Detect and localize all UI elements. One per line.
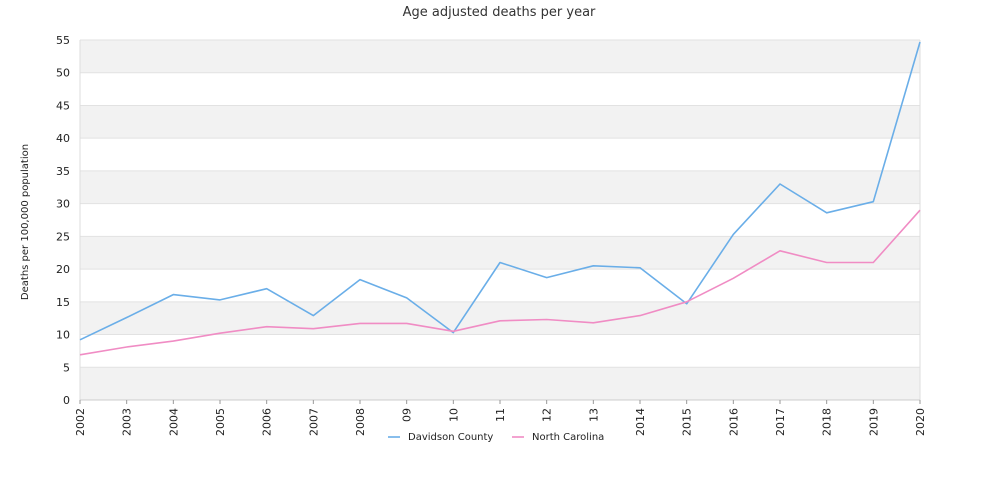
y-tick-label: 0	[63, 394, 70, 407]
x-tick-label: 2008	[354, 408, 367, 436]
y-tick-label: 30	[56, 198, 70, 211]
grid-band	[80, 367, 920, 400]
grid-band	[80, 40, 920, 73]
x-tick-label: 09	[401, 408, 414, 422]
x-tick-label: 2017	[774, 408, 787, 436]
grid-band	[80, 236, 920, 270]
y-tick-label: 5	[63, 361, 70, 374]
y-tick-label: 45	[56, 99, 70, 112]
y-tick-label: 10	[56, 329, 70, 342]
grid-band	[80, 170, 920, 204]
x-tick-label: 2018	[821, 408, 834, 436]
gridlines	[79, 39, 921, 401]
x-tick-label: 2020	[914, 408, 927, 436]
x-tick-label: 11	[494, 408, 507, 422]
x-tick-label: 2006	[261, 408, 274, 436]
y-tick-label: 15	[56, 296, 70, 309]
y-axis-ticks: 0 5 10 15 20 25 30 35 40 45 50 55	[56, 34, 70, 407]
x-tick-label: 10	[447, 408, 460, 422]
y-axis-label: Deaths per 100,000 population	[20, 144, 31, 300]
legend-item: Davidson County	[388, 432, 493, 443]
x-tick-label: 2016	[727, 408, 740, 436]
legend: Davidson County North Carolina	[388, 432, 604, 443]
x-tick-label: 2003	[121, 408, 134, 436]
y-tick-label: 25	[56, 230, 70, 243]
x-tick-label: 13	[587, 408, 600, 422]
chart-title: Age adjusted deaths per year	[403, 5, 596, 20]
y-tick-label: 40	[56, 132, 70, 145]
x-tick-label: 2005	[214, 408, 227, 436]
x-axis-ticks: 2002 2003 2004 2005 2006 2007 2008 09 10 11 12 13 20…	[74, 400, 927, 436]
x-tick-label: 12	[541, 408, 554, 422]
legend-label: North Carolina	[532, 432, 604, 443]
y-tick-label: 20	[56, 263, 70, 276]
y-tick-label: 35	[56, 165, 70, 178]
x-tick-label: 2015	[681, 408, 694, 436]
x-tick-label: 2004	[167, 408, 180, 436]
grid-bands	[80, 40, 920, 400]
y-tick-label: 50	[56, 67, 70, 80]
grid-band	[80, 301, 920, 335]
series-lines	[79, 41, 921, 356]
x-tick-label: 2002	[74, 408, 87, 436]
series-line-north-carolina	[79, 209, 921, 356]
legend-item: North Carolina	[512, 432, 604, 443]
y-tick-label: 55	[56, 34, 70, 47]
series-line-davidson-county	[79, 41, 921, 341]
grid-band	[80, 105, 920, 139]
x-tick-label: 2014	[634, 408, 647, 436]
x-tick-label: 2007	[307, 408, 320, 436]
x-tick-label: 2019	[867, 408, 880, 436]
legend-label: Davidson County	[408, 432, 493, 443]
